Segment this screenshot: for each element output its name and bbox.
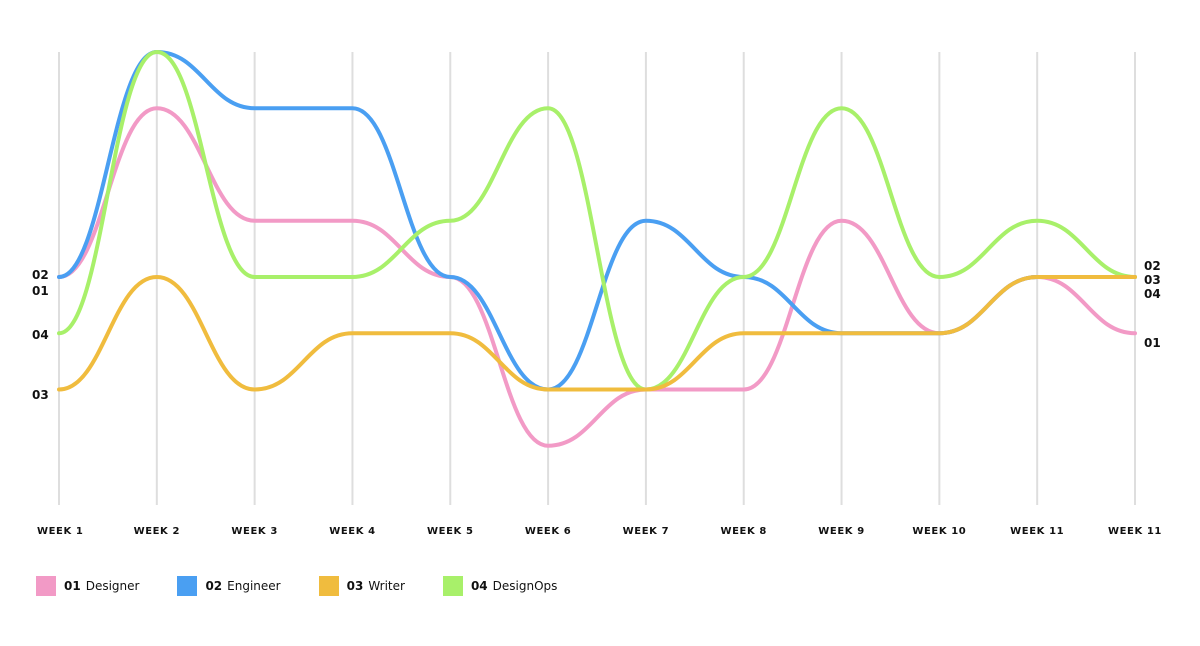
legend-number: 02 xyxy=(205,579,223,593)
x-tick-label: WEEK 7 xyxy=(623,526,669,537)
start-label: 02 xyxy=(32,268,49,282)
legend-item-engineer: 02 Engineer xyxy=(177,576,281,596)
series-line-designer xyxy=(57,106,1137,448)
legend-label: Engineer xyxy=(227,579,281,593)
x-tick-label: WEEK 5 xyxy=(427,526,473,537)
start-label: 03 xyxy=(32,388,49,402)
x-tick-label: WEEK 6 xyxy=(525,526,571,537)
end-label: 01 xyxy=(1144,336,1161,350)
legend-item-writer: 03 Writer xyxy=(318,576,405,596)
legend-number: 03 xyxy=(346,579,364,593)
series-lines xyxy=(57,50,1137,448)
end-label: 03 xyxy=(1144,273,1161,287)
legend-label: Writer xyxy=(368,579,405,593)
x-tick-label: WEEK 10 xyxy=(912,526,966,537)
x-tick-label: WEEK 2 xyxy=(134,526,180,537)
end-label: 02 xyxy=(1144,259,1161,273)
legend: 01 Designer 02 Engineer 03 Writer 04 Des… xyxy=(36,576,595,596)
start-label: 01 xyxy=(32,284,49,298)
grid-lines xyxy=(58,52,1136,505)
legend-number: 04 xyxy=(470,579,488,593)
legend-item-designer: 01 Designer xyxy=(36,576,139,596)
legend-item-designops: 04 DesignOps xyxy=(442,576,558,596)
start-value-labels: 02 01 04 03 xyxy=(32,268,49,402)
x-tick-label: WEEK 11 xyxy=(1108,526,1162,537)
x-tick-label: WEEK 8 xyxy=(720,526,766,537)
legend-swatch-designer xyxy=(36,576,56,596)
legend-number: 01 xyxy=(64,579,81,593)
x-tick-label: WEEK 3 xyxy=(231,526,277,537)
legend-swatch-designops xyxy=(442,576,463,596)
series-line-writer xyxy=(57,274,1137,392)
x-tick-label: WEEK 1 xyxy=(37,526,83,537)
x-tick-label: WEEK 9 xyxy=(818,526,864,537)
x-tick-label: WEEK 4 xyxy=(329,526,375,537)
legend-label: DesignOps xyxy=(492,579,558,593)
x-axis-tick-labels: WEEK 1 WEEK 2 WEEK 3 WEEK 4 WEEK 5 WEEK 6 WEEK… xyxy=(37,526,1162,537)
start-label: 04 xyxy=(32,328,49,342)
legend-swatch-engineer xyxy=(177,576,198,596)
legend-label: Designer xyxy=(85,579,140,593)
end-label: 04 xyxy=(1144,287,1161,301)
x-tick-label: WEEK 11 xyxy=(1010,526,1064,537)
legend-swatch-writer xyxy=(318,576,339,596)
series-line-designops xyxy=(57,50,1137,392)
